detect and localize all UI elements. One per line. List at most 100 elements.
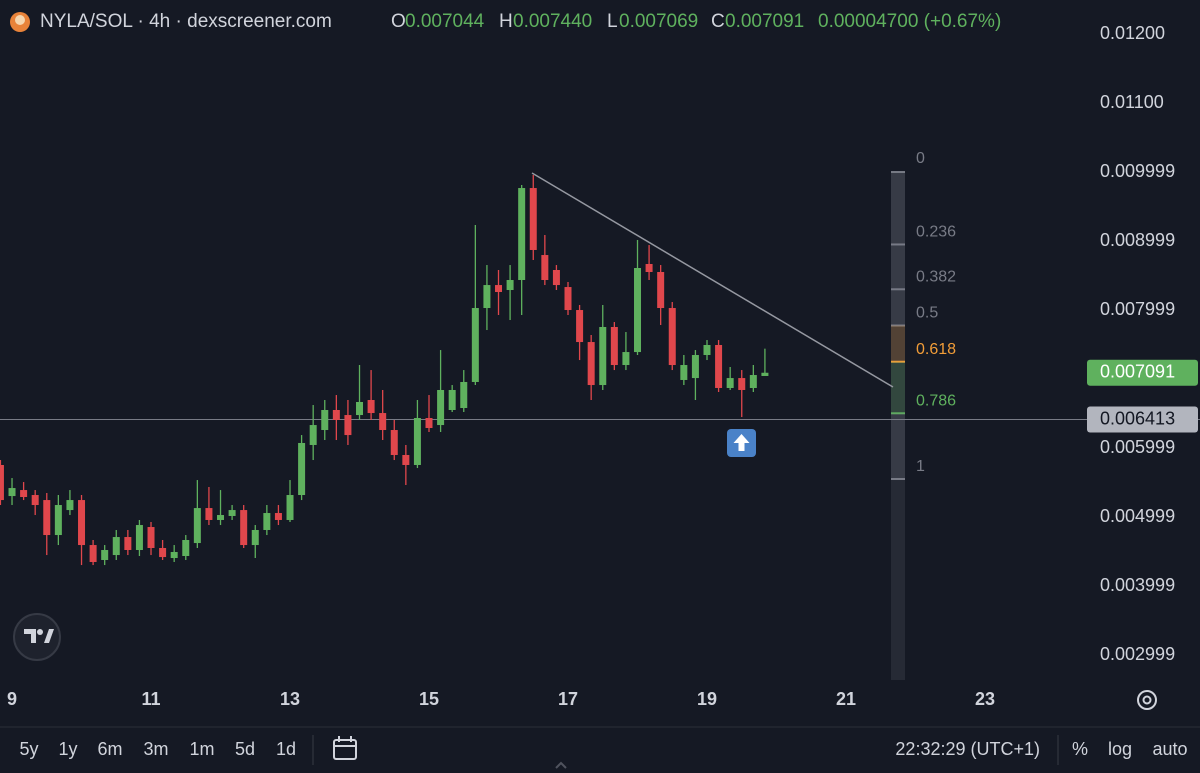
fib-zone xyxy=(891,289,905,326)
candle-body xyxy=(170,552,178,559)
token-icon-face xyxy=(15,15,25,25)
x-tick-label: 15 xyxy=(419,689,439,709)
fib-label: 0.236 xyxy=(916,224,956,241)
ohlc-key: O xyxy=(391,11,406,32)
ohlc-value: 0.007091 xyxy=(725,11,804,32)
range-button[interactable]: 1y xyxy=(58,739,77,759)
candle-body xyxy=(576,310,584,343)
candle-body xyxy=(529,188,537,250)
candle-body xyxy=(66,500,74,511)
candle-body xyxy=(159,548,167,558)
range-button[interactable]: 6m xyxy=(97,739,122,759)
candle-body xyxy=(425,418,433,429)
candle-body xyxy=(390,430,398,455)
candle-body xyxy=(691,355,699,379)
x-tick-label: 17 xyxy=(558,689,578,709)
last-price-label: 0.007091 xyxy=(1100,361,1175,381)
y-tick-label: 0.01200 xyxy=(1100,23,1165,43)
candle-body xyxy=(622,352,630,366)
candle-body xyxy=(367,399,375,414)
candle-body xyxy=(298,442,306,496)
candle-body xyxy=(483,285,491,309)
scale-option[interactable]: log xyxy=(1108,739,1132,759)
date-range-icon[interactable] xyxy=(333,736,357,760)
fib-label: 0 xyxy=(916,150,925,167)
candle-body xyxy=(541,255,549,281)
y-tick-label: 0.004999 xyxy=(1100,506,1175,526)
y-tick-label: 0.005999 xyxy=(1100,437,1175,457)
candle-body xyxy=(263,513,271,530)
candle-body xyxy=(564,287,572,311)
candle-body xyxy=(78,500,86,546)
scale-option[interactable]: % xyxy=(1072,739,1088,759)
candle-body xyxy=(309,425,317,445)
y-tick-label: 0.002999 xyxy=(1100,644,1175,664)
x-tick-label: 9 xyxy=(7,689,17,709)
candle-body xyxy=(761,372,769,376)
candle-body xyxy=(31,495,39,506)
ohlc-key: H xyxy=(499,11,513,32)
fib-zone xyxy=(891,413,905,480)
candle-body xyxy=(645,263,653,272)
ohlc-value: 0.007044 xyxy=(405,11,485,32)
ohlc-key: C xyxy=(711,11,725,32)
range-button[interactable]: 1m xyxy=(189,739,214,759)
candle-body xyxy=(680,365,688,380)
y-tick-label: 0.009999 xyxy=(1100,161,1175,181)
fib-label: 0.786 xyxy=(916,393,956,410)
candle-body xyxy=(460,381,468,408)
candle-body xyxy=(495,285,503,293)
candle-body xyxy=(228,510,236,516)
candle-body xyxy=(124,537,132,551)
candle-body xyxy=(217,515,225,520)
candle-body xyxy=(286,495,294,520)
range-button[interactable]: 3m xyxy=(143,739,168,759)
candle-body xyxy=(321,410,329,431)
candle-body xyxy=(738,378,746,390)
candle-body xyxy=(54,505,62,536)
candle-body xyxy=(634,267,642,353)
fib-zone xyxy=(891,244,905,290)
last-price-box xyxy=(1087,359,1198,386)
candle-body xyxy=(240,510,248,546)
fib-label: 1 xyxy=(916,458,925,475)
candle-body xyxy=(518,188,526,281)
ohlc-change: 0.00004700 (+0.67%) xyxy=(818,11,1001,32)
scale-option[interactable]: auto xyxy=(1152,739,1187,759)
x-tick-label: 21 xyxy=(836,689,856,709)
candle-body xyxy=(356,401,364,416)
candle-body xyxy=(89,545,97,563)
y-tick-label: 0.003999 xyxy=(1100,575,1175,595)
symbol-title: NYLA/SOL · 4h · dexscreener.com xyxy=(40,11,332,32)
candle-body xyxy=(251,529,259,546)
candle-body xyxy=(552,269,560,286)
candle-body xyxy=(715,345,723,388)
candle-body xyxy=(437,389,445,426)
fib-strip xyxy=(891,172,905,681)
fib-label: 0.382 xyxy=(916,269,956,286)
candle-body xyxy=(182,539,190,557)
range-button[interactable]: 5y xyxy=(19,739,38,759)
candle-body xyxy=(43,500,51,536)
ohlc-value: 0.007069 xyxy=(619,11,698,32)
clock: 22:32:29 (UTC+1) xyxy=(895,739,1040,759)
candle-body xyxy=(599,326,607,386)
candle-body xyxy=(413,418,421,465)
range-button[interactable]: 5d xyxy=(235,739,255,759)
candle-body xyxy=(135,525,143,551)
y-tick-label: 0.008999 xyxy=(1100,230,1175,250)
range-button[interactable]: 1d xyxy=(276,739,296,759)
candle-body xyxy=(20,490,28,498)
settings-icon[interactable] xyxy=(1137,690,1157,710)
y-tick-label: 0.007999 xyxy=(1100,299,1175,319)
candle-body xyxy=(274,513,282,520)
ohlc-value: 0.007440 xyxy=(513,11,592,32)
ohlc-key: L xyxy=(607,11,618,32)
candle-body xyxy=(587,342,595,386)
toolbar-handle xyxy=(555,761,567,769)
price-line-label: 0.006413 xyxy=(1100,408,1175,428)
candle-body xyxy=(657,272,665,309)
